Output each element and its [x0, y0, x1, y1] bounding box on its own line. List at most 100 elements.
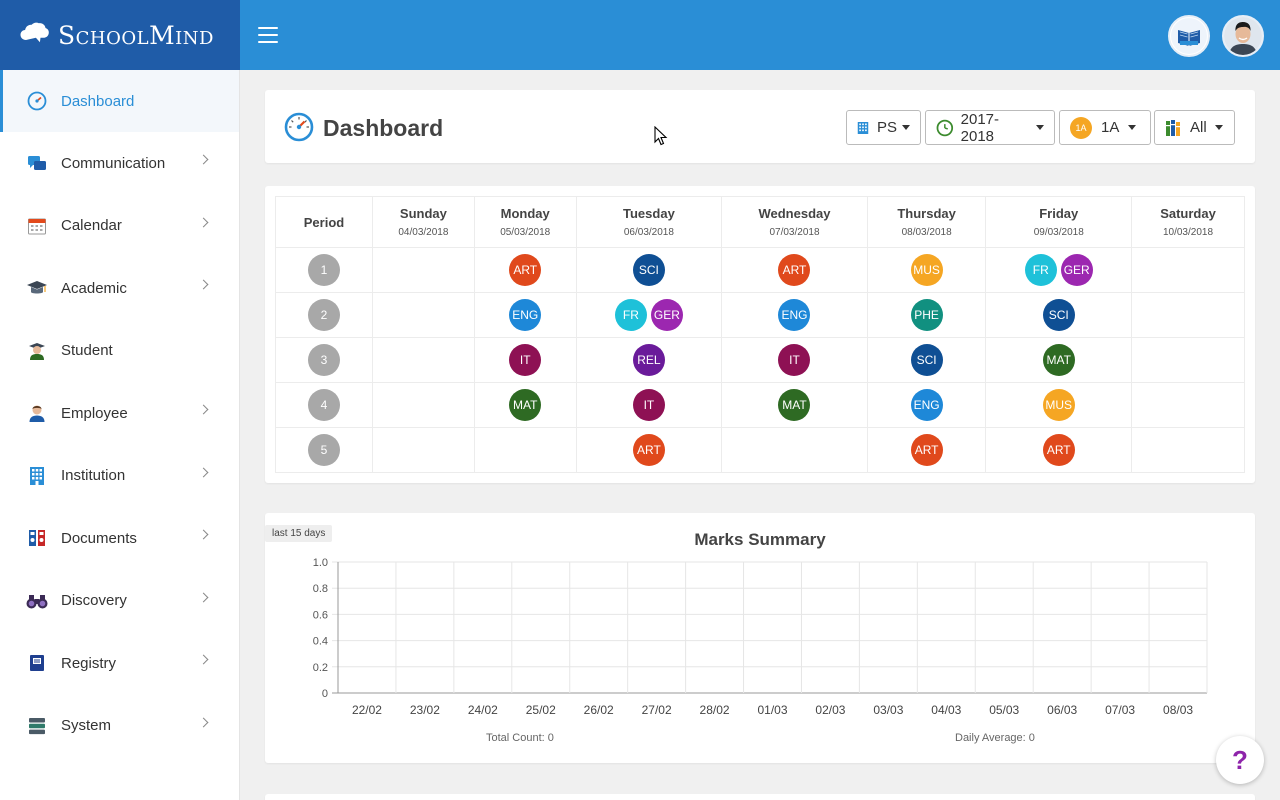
daily-average: Daily Average: 0 — [955, 732, 1035, 744]
sidebar-item-label: Employee — [61, 404, 128, 422]
timetable-cell: FR GER — [985, 247, 1133, 293]
subject-dropdown[interactable]: All — [1154, 110, 1235, 145]
timetable-card: Period Sunday 04/03/2018 Monday 05/03/2018 T… — [265, 186, 1255, 483]
subject-badge-art[interactable]: ART — [509, 254, 542, 286]
sidebar-item-system[interactable]: System — [0, 695, 239, 758]
x-tick-label: 07/03 — [1105, 703, 1135, 717]
period-row: 5 ART ART ART — [275, 427, 1245, 473]
class-badge-icon: 1A — [1070, 116, 1092, 139]
graduation-cap-icon — [26, 277, 48, 299]
subject-dropdown-value: All — [1190, 119, 1207, 136]
chevron-right-icon — [198, 717, 209, 727]
subject-badge-mat[interactable]: MAT — [1042, 344, 1075, 376]
timetable-cell — [1131, 382, 1245, 428]
timetable-cell: PHE — [866, 292, 987, 338]
sidebar-item-dashboard[interactable]: Dashboard — [0, 70, 239, 132]
timetable-cell: ART — [721, 247, 868, 293]
subject-badge-eng[interactable]: ENG — [778, 299, 811, 331]
sidebar-item-calendar[interactable]: Calendar — [0, 195, 239, 258]
timetable-cell: ART — [866, 427, 987, 473]
year-dropdown[interactable]: 2017-2018 — [925, 110, 1055, 145]
chevron-right-icon — [198, 404, 209, 415]
period-badge: 1 — [308, 254, 340, 286]
chat-bubbles-icon — [26, 152, 48, 174]
period-row: 4 MAT IT MAT ENG MUS — [275, 382, 1245, 428]
chevron-right-icon — [198, 279, 209, 290]
x-tick-label: 08/03 — [1163, 703, 1193, 717]
gauge-icon — [284, 112, 314, 147]
sidebar-item-label: Student — [61, 342, 113, 360]
subject-badge-art[interactable]: ART — [632, 434, 665, 466]
period-row: 1 ART SCI ART MUS FR GER — [275, 247, 1245, 293]
binders-icon — [26, 527, 48, 549]
x-tick-label: 25/02 — [526, 703, 556, 717]
timetable-cell: MUS — [985, 382, 1133, 428]
day-date: 05/03/2018 — [500, 227, 551, 238]
timetable-cell — [372, 247, 475, 293]
subject-badge-mus[interactable]: MUS — [1042, 389, 1075, 421]
subject-badge-rel[interactable]: REL — [632, 344, 665, 376]
subject-badge-it[interactable]: IT — [778, 344, 811, 376]
hamburger-menu-icon[interactable] — [258, 27, 278, 43]
server-stack-icon — [26, 715, 48, 737]
sidebar-item-employee[interactable]: Employee — [0, 382, 239, 445]
subject-badge-eng[interactable]: ENG — [910, 389, 943, 421]
day-name: Tuesday — [623, 206, 675, 221]
subject-badge-sci[interactable]: SCI — [1042, 299, 1075, 331]
brain-cloud-icon — [20, 22, 49, 43]
subject-badge-mus[interactable]: MUS — [910, 254, 943, 286]
subject-badge-fr[interactable]: FR — [1024, 254, 1057, 286]
subject-badge-sci[interactable]: SCI — [910, 344, 943, 376]
subject-badge-it[interactable]: IT — [632, 389, 665, 421]
sidebar-item-academic[interactable]: Academic — [0, 257, 239, 320]
day-header-sunday: Sunday 04/03/2018 — [372, 196, 475, 248]
sidebar-item-student[interactable]: Student — [0, 320, 239, 383]
binoculars-icon — [26, 590, 48, 612]
subject-badge-mat[interactable]: MAT — [778, 389, 811, 421]
timetable-cell: ART — [473, 247, 577, 293]
timetable-cell: REL — [575, 337, 723, 383]
x-tick-label: 02/03 — [815, 703, 845, 717]
subject-badge-art[interactable]: ART — [1042, 434, 1075, 466]
school-dropdown[interactable]: PS — [846, 110, 921, 145]
user-avatar[interactable] — [1222, 15, 1264, 57]
y-tick-label: 0.8 — [313, 583, 328, 595]
subject-badge-mat[interactable]: MAT — [509, 389, 542, 421]
caret-down-icon — [902, 125, 910, 130]
x-tick-label: 05/03 — [989, 703, 1019, 717]
user-photo-icon — [1224, 17, 1262, 55]
chevron-right-icon — [198, 154, 209, 165]
timetable-cell: SCI — [985, 292, 1133, 338]
timetable-cell: ART — [575, 427, 723, 473]
period-cell: 2 — [275, 292, 373, 338]
brand-logo[interactable]: SchoolMind — [0, 0, 240, 70]
subject-badge-phe[interactable]: PHE — [910, 299, 943, 331]
sidebar-item-discovery[interactable]: Discovery — [0, 570, 239, 633]
sidebar-item-registry[interactable]: Registry — [0, 632, 239, 695]
sidebar-item-communication[interactable]: Communication — [0, 132, 239, 195]
subject-badge-art[interactable]: ART — [910, 434, 943, 466]
day-name: Thursday — [897, 206, 956, 221]
help-button[interactable]: ? — [1216, 736, 1264, 784]
subject-badge-it[interactable]: IT — [509, 344, 542, 376]
subject-badge-eng[interactable]: ENG — [509, 299, 542, 331]
school-logo-avatar[interactable] — [1168, 15, 1210, 57]
timetable-cell: MAT — [721, 382, 868, 428]
school-dropdown-value: PS — [876, 119, 897, 136]
sidebar-item-label: Dashboard — [61, 92, 135, 110]
subject-badge-sci[interactable]: SCI — [632, 254, 665, 286]
timetable-cell — [372, 427, 475, 473]
day-header-saturday: Saturday 10/03/2018 — [1131, 196, 1245, 248]
sidebar-item-documents[interactable]: Documents — [0, 507, 239, 570]
class-dropdown[interactable]: 1A 1A — [1059, 110, 1151, 145]
sidebar-item-institution[interactable]: Institution — [0, 445, 239, 508]
y-tick-label: 0.6 — [313, 609, 328, 621]
x-tick-label: 28/02 — [700, 703, 730, 717]
subject-badge-ger[interactable]: GER — [1060, 254, 1093, 286]
subject-badge-fr[interactable]: FR — [614, 299, 647, 331]
subject-badge-art[interactable]: ART — [778, 254, 811, 286]
page-title: Dashboard — [323, 115, 444, 141]
subject-badge-ger[interactable]: GER — [650, 299, 683, 331]
timetable-body: 1 ART SCI ART MUS FR GER 2 ENG FR GER ENG PHE SCI 3 IT R… — [275, 247, 1245, 473]
x-tick-label: 04/03 — [931, 703, 961, 717]
